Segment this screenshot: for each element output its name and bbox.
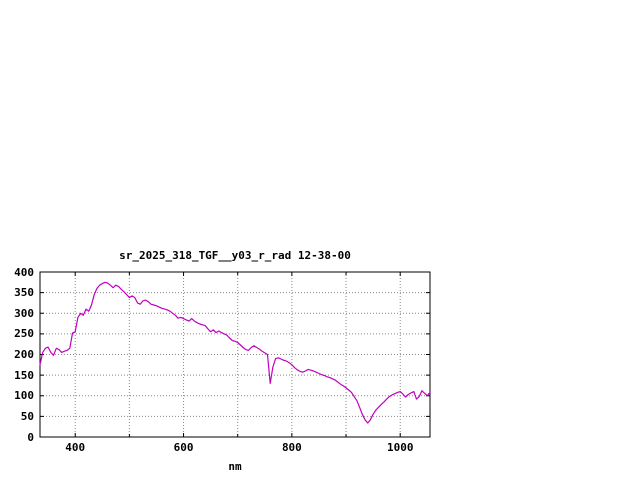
x-axis-tick-label: 800: [281, 441, 302, 454]
y-axis-tick-label: 0: [27, 430, 34, 444]
data-line: [39, 281, 431, 424]
x-axis-tick-label: 1000: [386, 441, 414, 454]
y-axis-tick-label: 350: [14, 286, 34, 300]
y-axis-tick-label: 300: [14, 306, 34, 320]
y-axis-tick-label: 250: [14, 327, 34, 341]
y-axis-tick-label: 400: [14, 265, 34, 279]
x-axis-tick-label: 600: [173, 441, 194, 454]
y-axis-tick-label: 50: [20, 409, 34, 423]
x-axis-title: nm: [228, 460, 242, 473]
x-axis-tick-label: 400: [65, 441, 86, 454]
y-axis-tick-label: 200: [14, 348, 34, 361]
y-axis-tick-label: 100: [14, 389, 34, 403]
y-axis-tick-label: 150: [14, 368, 34, 382]
chart-title: sr_2025_318_TGF__y03_r_rad 12-38-00: [119, 249, 351, 262]
